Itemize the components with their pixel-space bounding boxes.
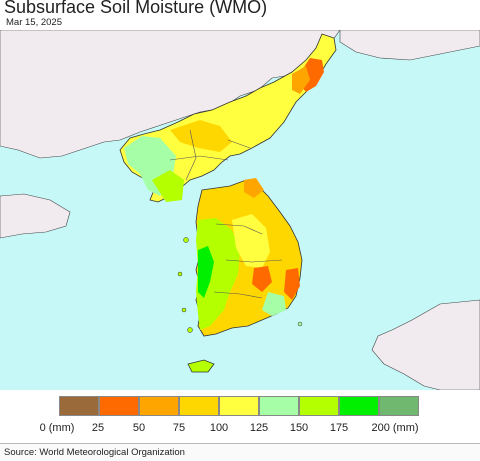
legend-swatch xyxy=(219,396,259,416)
legend-swatch xyxy=(179,396,219,416)
map-date: Mar 15, 2025 xyxy=(6,17,62,28)
legend-label: 100 xyxy=(209,422,229,434)
soil-moisture-map xyxy=(0,30,480,390)
legend-swatch xyxy=(259,396,299,416)
island xyxy=(187,327,193,333)
north-korea-moderate-coast xyxy=(292,66,310,94)
south-korea-south-wet xyxy=(262,292,286,316)
shandong-peninsula xyxy=(0,193,71,239)
legend-swatch xyxy=(59,396,99,416)
russia-landmass xyxy=(339,30,480,61)
north-korea-west-green xyxy=(152,170,184,202)
source-text: Source: World Meteorological Organizatio… xyxy=(4,447,185,458)
province-borders xyxy=(169,129,283,299)
dmz-dry-patch xyxy=(244,178,264,198)
legend-swatch xyxy=(139,396,179,416)
legend-label: 175 xyxy=(329,422,349,434)
north-korea-interior-dry xyxy=(170,120,232,152)
legend-swatch xyxy=(339,396,379,416)
south-korea-east-yellow xyxy=(232,214,270,268)
legend-label: 50 xyxy=(132,422,146,434)
legend-label: 25 xyxy=(91,422,105,434)
island xyxy=(177,271,183,277)
legend-label: 200 (mm) xyxy=(371,422,419,434)
island xyxy=(183,237,189,243)
legend-swatch xyxy=(99,396,139,416)
legend-swatch xyxy=(299,396,339,416)
map-title: Subsurface Soil Moisture (WMO) xyxy=(4,0,268,17)
jeju-island xyxy=(187,359,215,373)
legend-swatch xyxy=(379,396,419,416)
legend-label: 0 (mm) xyxy=(39,422,75,434)
south-korea-west-green-strip xyxy=(198,246,214,298)
legend-label: 125 xyxy=(249,422,269,434)
legend-label: 75 xyxy=(172,422,186,434)
island xyxy=(181,307,187,313)
south-korea-southeast-dry xyxy=(252,266,272,292)
south-korea-coast-dry xyxy=(284,268,300,300)
island xyxy=(297,321,303,327)
source-footer: Source: World Meteorological Organizatio… xyxy=(0,443,480,461)
japan-landmass xyxy=(371,299,480,390)
color-legend: 0 (mm) 25 50 75 100 125 150 175 200 (mm) xyxy=(0,394,480,440)
south-korea-west-wet xyxy=(196,218,240,330)
legend-label: 150 xyxy=(289,422,309,434)
